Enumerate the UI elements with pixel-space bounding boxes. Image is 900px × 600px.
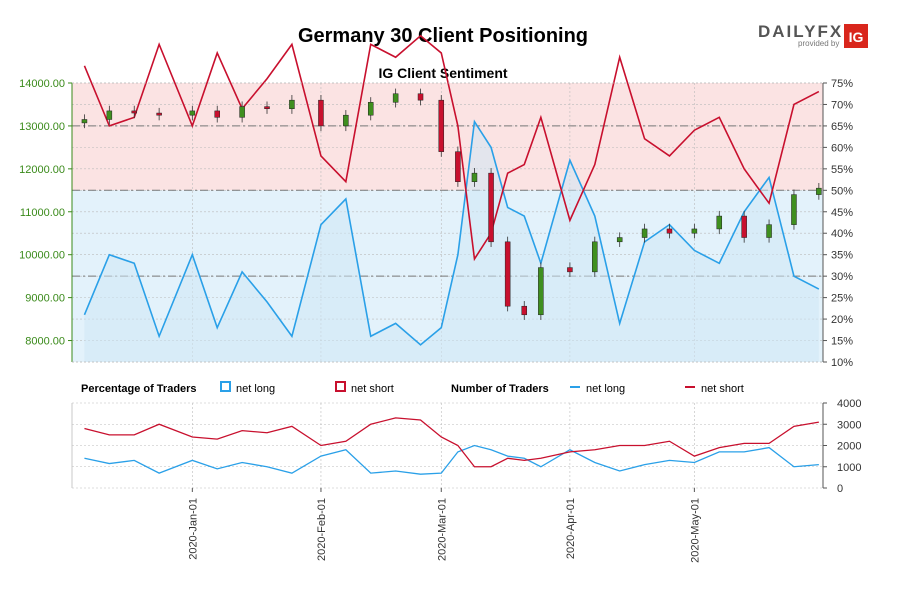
percent-tick-label: 15% [831,336,853,348]
price-candle-body [106,110,113,120]
price-tick-label: 12000.00 [19,164,65,176]
logo-text: DAILYFX [758,22,843,41]
price-candle-body [521,305,528,316]
price-candle-body [239,106,245,118]
date-tick-label: 2020-Apr-01 [565,498,577,559]
legend-num-title: Number of Traders [451,383,549,395]
price-candle-body [131,110,137,114]
price-candle-body [156,112,162,116]
price-candle-body [616,237,623,243]
price-candle-body [214,110,220,118]
price-candle-body [666,228,673,234]
percent-tick-label: 20% [831,314,853,326]
chart-title: Germany 30 Client Positioning [298,25,588,47]
ig-badge [844,24,868,48]
legend-num-short-label: net short [701,383,744,395]
price-tick-label: 14000.00 [19,78,65,90]
traders-tick-label: 1000 [837,462,861,474]
legend-pct-short-swatch [335,381,346,392]
percent-tick-label: 50% [831,185,853,197]
percent-tick-label: 10% [831,357,853,369]
traders-plot-series [84,417,819,475]
price-tick-label: 11000.00 [20,207,65,219]
percent-tick-label: 35% [831,250,853,262]
ig-badge-text: IG [849,29,864,45]
percent-tick-label: 30% [831,271,853,283]
percent-tick-label: 70% [831,99,853,111]
price-candle-body [816,187,822,195]
legend-num-long-label: net long [586,383,625,395]
date-tick-label: 2020-Feb-01 [316,498,328,561]
price-candle-body [592,241,598,273]
net-short-percent-line [83,34,820,262]
legend-pct-title: Percentage of Traders [81,383,197,395]
traders-tick-label: 2000 [837,441,861,453]
main-plot-axes [71,82,824,363]
percent-tick-label: 45% [831,207,853,219]
price-candle-body [343,114,349,127]
date-tick-label: 2020-Mar-01 [436,498,448,561]
price-candle-body [367,102,374,116]
date-axis-ticks: 2020-Jan-01 2020-Feb-01 2020-Mar-01 2020-Ap… [187,488,701,563]
percent-tick-label: 75% [831,78,853,90]
price-candle-body [504,241,511,307]
percent-tick-label: 65% [831,121,853,133]
date-tick-label: 2020-Jan-01 [187,498,199,560]
traders-tick-label: 0 [837,483,843,495]
price-candle-body [438,99,445,152]
percent-tick-label: 25% [831,293,853,305]
price-tick-label: 9000.00 [25,293,65,305]
net-short-traders-line [84,417,819,468]
price-candle-body [289,99,295,110]
date-tick-label: 2020-May-01 [689,498,701,563]
price-candle-body [716,215,723,230]
traders-tick-label: 4000 [837,398,861,410]
price-candle-body [81,119,88,124]
short-zone-band [72,83,823,191]
price-candle-body [567,267,573,273]
percent-tick-label: 55% [831,164,853,176]
price-tick-label: 8000.00 [25,336,65,348]
logo-subtext: provided by [798,39,839,48]
main-plot-series [83,34,820,362]
legend-pct-long-swatch [220,381,231,392]
price-tick-label: 10000.00 [19,250,65,262]
price-candle-body [417,93,424,101]
price-candle-body [471,172,478,182]
price-candle-body [318,99,324,127]
price-candle-body [691,228,698,234]
price-tick-label: 13000.00 [19,121,65,133]
net-long-area [84,121,819,362]
traders-plot-grid [72,402,823,489]
price-candle-body [264,106,270,110]
price-axis-ticks: 14000.00 13000.00 12000.00 11000.00 10000.00… [19,78,72,348]
legend-pct-long-label: net long [236,383,275,395]
legend: Percentage of Traders net long net short… [81,381,744,395]
price-candles [81,88,822,320]
dailyfx-logo: DAILYFX provided by IG [758,22,868,48]
price-candle-body [766,224,772,238]
traders-tick-label: 3000 [837,419,861,431]
traders-axis-ticks: 4000 3000 2000 1000 0 [823,398,861,495]
net-long-traders-line [84,444,819,475]
percent-axis-ticks: 75% 70% 65% 60% 55% 50% 45% 40% 35% 30% 25% 20% 15% 1… [823,78,853,369]
price-candle-body [488,172,494,243]
price-candle-body [189,110,196,116]
price-candle-body [538,267,544,316]
main-chart-subtitle: IG Client Sentiment [378,65,507,81]
price-candle-body [455,151,461,182]
percent-tick-label: 60% [831,142,853,154]
legend-pct-short-label: net short [351,383,394,395]
price-candle-body [641,228,648,238]
price-candle-body [791,194,797,225]
price-candle-body [741,215,747,238]
percent-tick-label: 40% [831,228,853,240]
price-candle-body [392,93,399,103]
